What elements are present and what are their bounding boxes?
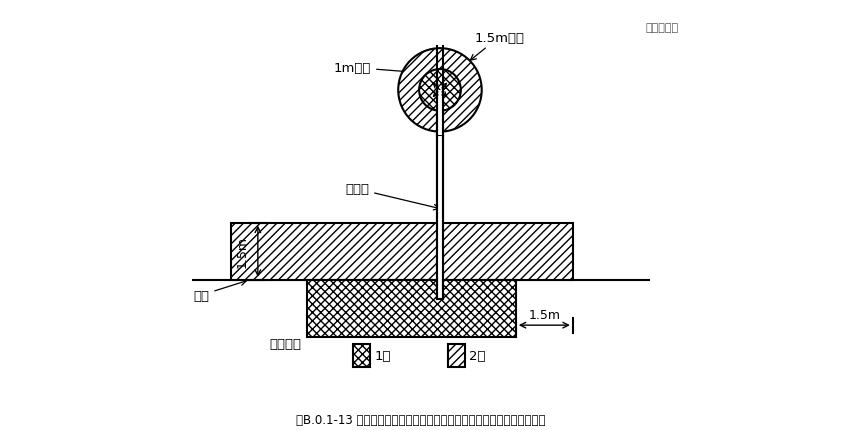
Text: 液体表面: 液体表面	[269, 337, 301, 350]
Text: 图B.0.1-13 在通风良好区域内的带有通风管的盖封地下油槽或油水分离器: 图B.0.1-13 在通风良好区域内的带有通风管的盖封地下油槽或油水分离器	[296, 413, 546, 426]
Bar	[436, 223, 444, 280]
Text: 1.5m: 1.5m	[528, 309, 560, 322]
Bar	[232, 223, 573, 280]
Text: 1.5m: 1.5m	[236, 236, 248, 267]
Text: 地坪: 地坪	[194, 280, 246, 302]
Bar	[307, 280, 516, 337]
Bar	[436, 136, 444, 299]
Text: 消防资源网: 消防资源网	[646, 22, 679, 33]
Circle shape	[398, 49, 482, 132]
Bar	[436, 91, 444, 136]
Bar	[353, 344, 370, 367]
Text: 2区: 2区	[469, 349, 486, 362]
Bar	[448, 344, 465, 367]
Text: 通风管: 通风管	[345, 183, 440, 210]
Text: 1.5m半径: 1.5m半径	[471, 31, 524, 61]
Text: 1区: 1区	[375, 349, 391, 362]
Text: 1m半径: 1m半径	[333, 62, 424, 76]
Circle shape	[419, 70, 461, 111]
